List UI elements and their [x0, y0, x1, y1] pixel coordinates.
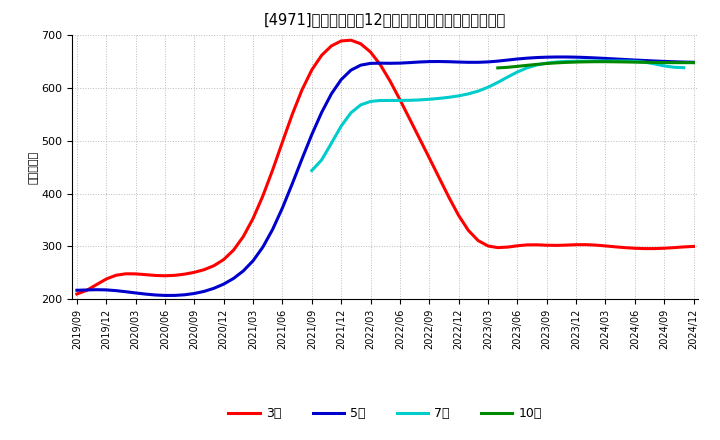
Legend: 3年, 5年, 7年, 10年: 3年, 5年, 7年, 10年	[223, 402, 547, 425]
Y-axis label: （百万円）: （百万円）	[28, 150, 38, 184]
Title: [4971]　当期純利益12か月移動合計の標準偏差の推移: [4971] 当期純利益12か月移動合計の標準偏差の推移	[264, 12, 506, 27]
